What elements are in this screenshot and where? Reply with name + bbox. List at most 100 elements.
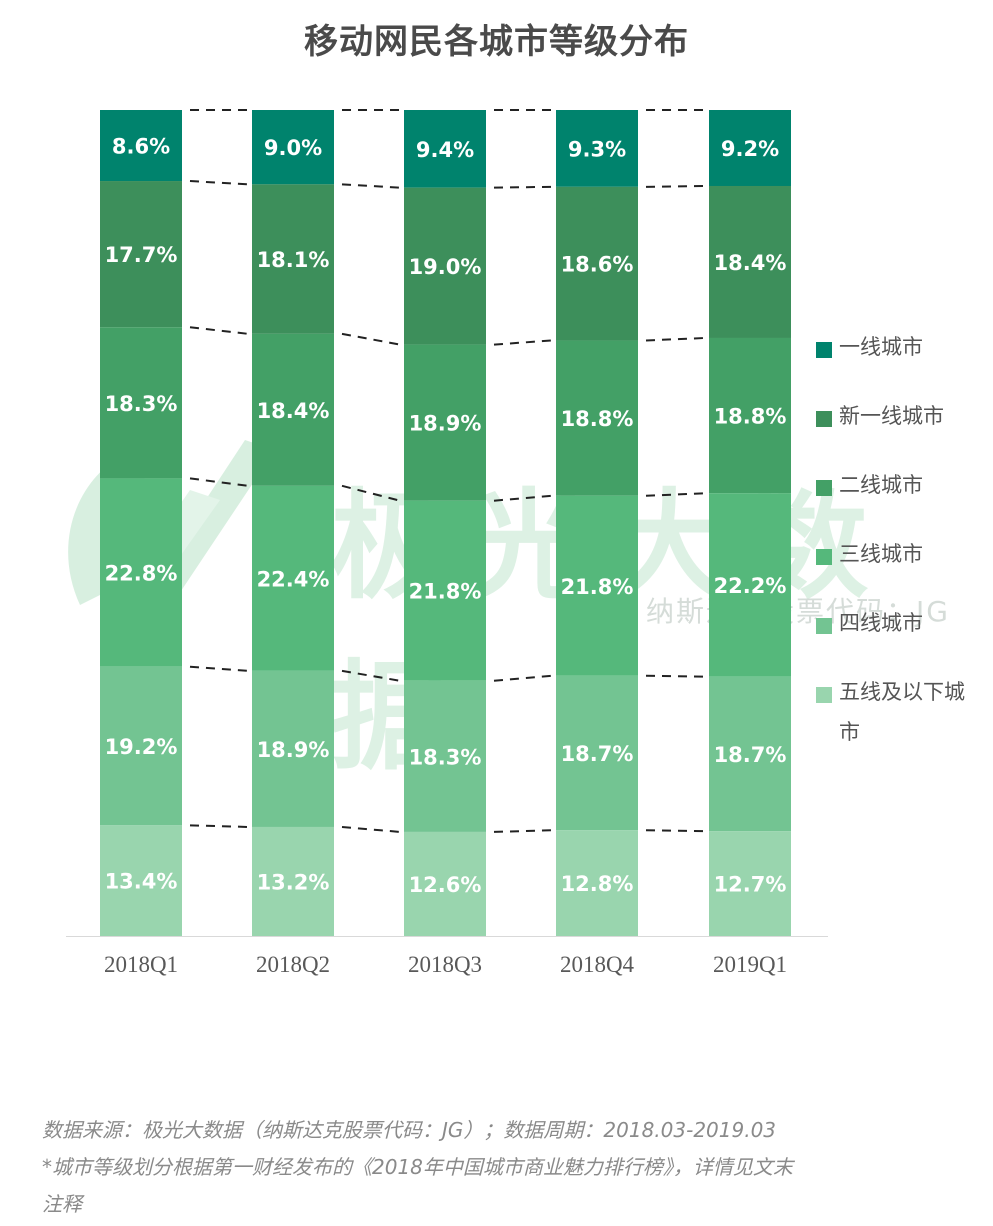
- legend-item: 一线城市: [816, 335, 969, 367]
- connector-line: [645, 674, 706, 678]
- segment-value-label: 19.0%: [409, 255, 482, 279]
- connector-line: [189, 665, 249, 672]
- bar-segment: 19.0%: [404, 187, 486, 345]
- connector-line: [645, 184, 706, 188]
- stacked-bar-chart: 8.6% 17.7% 18.3% 22.8% 19.2% 13.4% 9.0% 18.1% 18…: [66, 109, 828, 937]
- bar-segment: 12.6%: [404, 831, 486, 936]
- bar-segment: 8.6%: [100, 110, 182, 182]
- bar-segment: 17.7%: [100, 181, 182, 328]
- segment-value-label: 17.7%: [105, 243, 178, 267]
- segment-value-label: 13.4%: [105, 870, 178, 894]
- bar-segment: 18.3%: [404, 680, 486, 832]
- bar-segment: 18.8%: [556, 340, 638, 496]
- connector-line: [645, 829, 706, 833]
- x-axis-tick-label: 2018Q3: [407, 952, 483, 977]
- segment-value-label: 18.6%: [561, 253, 634, 277]
- legend-item: 三线城市: [816, 542, 969, 574]
- bar-segment: 9.4%: [404, 110, 486, 188]
- bar-segment: 12.8%: [556, 830, 638, 936]
- segment-value-label: 12.6%: [409, 873, 482, 897]
- segment-value-label: 18.9%: [409, 412, 482, 436]
- connector-line: [189, 824, 249, 828]
- footnote-note: *城市等级划分根据第一财经发布的《2018年中国城市商业魅力排行榜》，详情见文末: [42, 1155, 793, 1179]
- segment-value-label: 8.6%: [112, 135, 170, 159]
- x-axis-labels: 2018Q1 2018Q2 2018Q3 2018Q4 2019Q1: [0, 952, 993, 992]
- segment-value-label: 12.8%: [561, 872, 634, 896]
- bar-segment: 18.4%: [252, 333, 334, 486]
- connector-line: [493, 339, 553, 346]
- segment-value-label: 18.4%: [714, 251, 787, 275]
- bar-segment: 19.2%: [100, 666, 182, 826]
- x-axis-tick-label: 2018Q1: [103, 952, 179, 977]
- segment-value-label: 18.9%: [257, 738, 330, 762]
- segment-value-label: 9.2%: [721, 137, 779, 161]
- x-axis-tick-label: 2018Q2: [255, 952, 331, 977]
- legend-label: 一线城市: [839, 335, 923, 359]
- segment-value-label: 21.8%: [409, 580, 482, 604]
- connector-line: [493, 674, 553, 682]
- legend-swatch-icon: [816, 342, 832, 358]
- legend-label: 五线及以下城市: [839, 680, 965, 744]
- bar-segment: 21.8%: [404, 500, 486, 681]
- segment-value-label: 18.4%: [257, 399, 330, 423]
- segment-value-label: 18.7%: [714, 743, 787, 767]
- legend-item: 五线及以下城市: [816, 680, 969, 752]
- connector-line: [645, 492, 706, 497]
- legend-label: 新一线城市: [839, 404, 944, 428]
- segment-value-label: 18.8%: [714, 405, 787, 429]
- segment-value-label: 22.2%: [714, 574, 787, 598]
- footnote: 数据来源：极光大数据（纳斯达克股票代码：JG）；数据周期：2018.03-201…: [42, 1112, 962, 1223]
- connector-line: [493, 185, 553, 189]
- bar-segment: 9.0%: [252, 110, 334, 185]
- legend-item: 新一线城市: [816, 404, 969, 436]
- legend-swatch-icon: [816, 480, 832, 496]
- bar-segment: 18.6%: [556, 186, 638, 341]
- bar-segment: 18.8%: [709, 337, 791, 494]
- bar-segment: 22.2%: [709, 493, 791, 677]
- footnote-note-cont: 注释: [42, 1192, 82, 1216]
- bar-segment: 9.2%: [709, 110, 791, 186]
- connector-line: [341, 332, 401, 346]
- bar-segment: 13.4%: [100, 825, 182, 936]
- segment-value-label: 9.3%: [568, 137, 626, 161]
- connector-line: [341, 669, 401, 682]
- connector-line: [341, 484, 401, 502]
- bar-segment: 18.7%: [556, 675, 638, 831]
- connector-line: [493, 494, 553, 502]
- bar-segment: 13.2%: [252, 826, 334, 936]
- connector-line: [341, 183, 401, 189]
- connector-line: [645, 336, 706, 342]
- segment-value-label: 9.0%: [264, 136, 322, 160]
- bar-segment: 22.8%: [100, 478, 182, 667]
- x-axis-tick-label: 2018Q4: [559, 952, 635, 977]
- segment-value-label: 21.8%: [561, 575, 634, 599]
- connector-line: [493, 829, 553, 833]
- legend-label: 三线城市: [839, 542, 923, 566]
- connector-line: [189, 326, 249, 335]
- legend-swatch-icon: [816, 549, 832, 565]
- legend-swatch-icon: [816, 411, 832, 427]
- connector-line: [341, 825, 401, 833]
- segment-value-label: 18.7%: [561, 742, 634, 766]
- legend-item: 四线城市: [816, 611, 969, 643]
- bar-segment: 18.3%: [100, 327, 182, 479]
- bar-segment: 18.7%: [709, 676, 791, 832]
- connector-line: [189, 180, 249, 186]
- segment-value-label: 9.4%: [416, 138, 474, 162]
- bar-segment: 9.3%: [556, 110, 638, 187]
- segment-value-label: 18.3%: [105, 392, 178, 416]
- segment-value-label: 13.2%: [257, 870, 330, 894]
- chart-title: 移动网民各城市等级分布: [304, 22, 689, 62]
- legend-item: 二线城市: [816, 473, 969, 505]
- legend-label: 四线城市: [839, 611, 923, 635]
- bar-segment: 22.4%: [252, 485, 334, 671]
- segment-value-label: 22.8%: [105, 562, 178, 586]
- bar-segment: 18.1%: [252, 184, 334, 334]
- footnote-source: 数据来源：极光大数据（纳斯达克股票代码：JG）；数据周期：2018.03-201…: [42, 1118, 777, 1142]
- segment-value-label: 18.1%: [257, 248, 330, 272]
- segment-value-label: 22.4%: [257, 567, 330, 591]
- segment-value-label: 18.8%: [561, 407, 634, 431]
- bar-segment: 21.8%: [556, 495, 638, 676]
- bar-segment: 12.7%: [709, 831, 791, 936]
- segment-value-label: 18.3%: [409, 745, 482, 769]
